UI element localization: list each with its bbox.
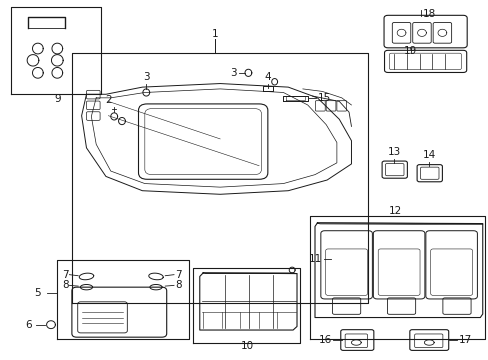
Text: 13: 13 [387, 147, 400, 157]
Text: 18: 18 [422, 9, 435, 18]
Text: 5: 5 [35, 288, 41, 297]
Text: 10: 10 [240, 342, 253, 351]
Text: 16: 16 [318, 335, 331, 345]
Text: 8: 8 [175, 280, 182, 291]
Text: 15: 15 [317, 93, 330, 103]
Text: 7: 7 [62, 270, 68, 280]
Text: 17: 17 [458, 335, 471, 345]
Text: 12: 12 [388, 206, 401, 216]
Text: 14: 14 [422, 150, 435, 160]
Text: 1: 1 [212, 28, 218, 39]
Text: 9: 9 [54, 94, 61, 104]
Text: 11: 11 [308, 253, 322, 264]
Text: 3: 3 [142, 72, 149, 82]
Text: 6: 6 [25, 320, 31, 330]
Text: 3: 3 [230, 68, 237, 78]
Text: 4: 4 [264, 72, 271, 82]
Text: 8: 8 [62, 280, 68, 291]
Text: 7: 7 [175, 270, 182, 280]
Text: 19: 19 [404, 46, 417, 56]
Text: 2: 2 [105, 95, 111, 105]
